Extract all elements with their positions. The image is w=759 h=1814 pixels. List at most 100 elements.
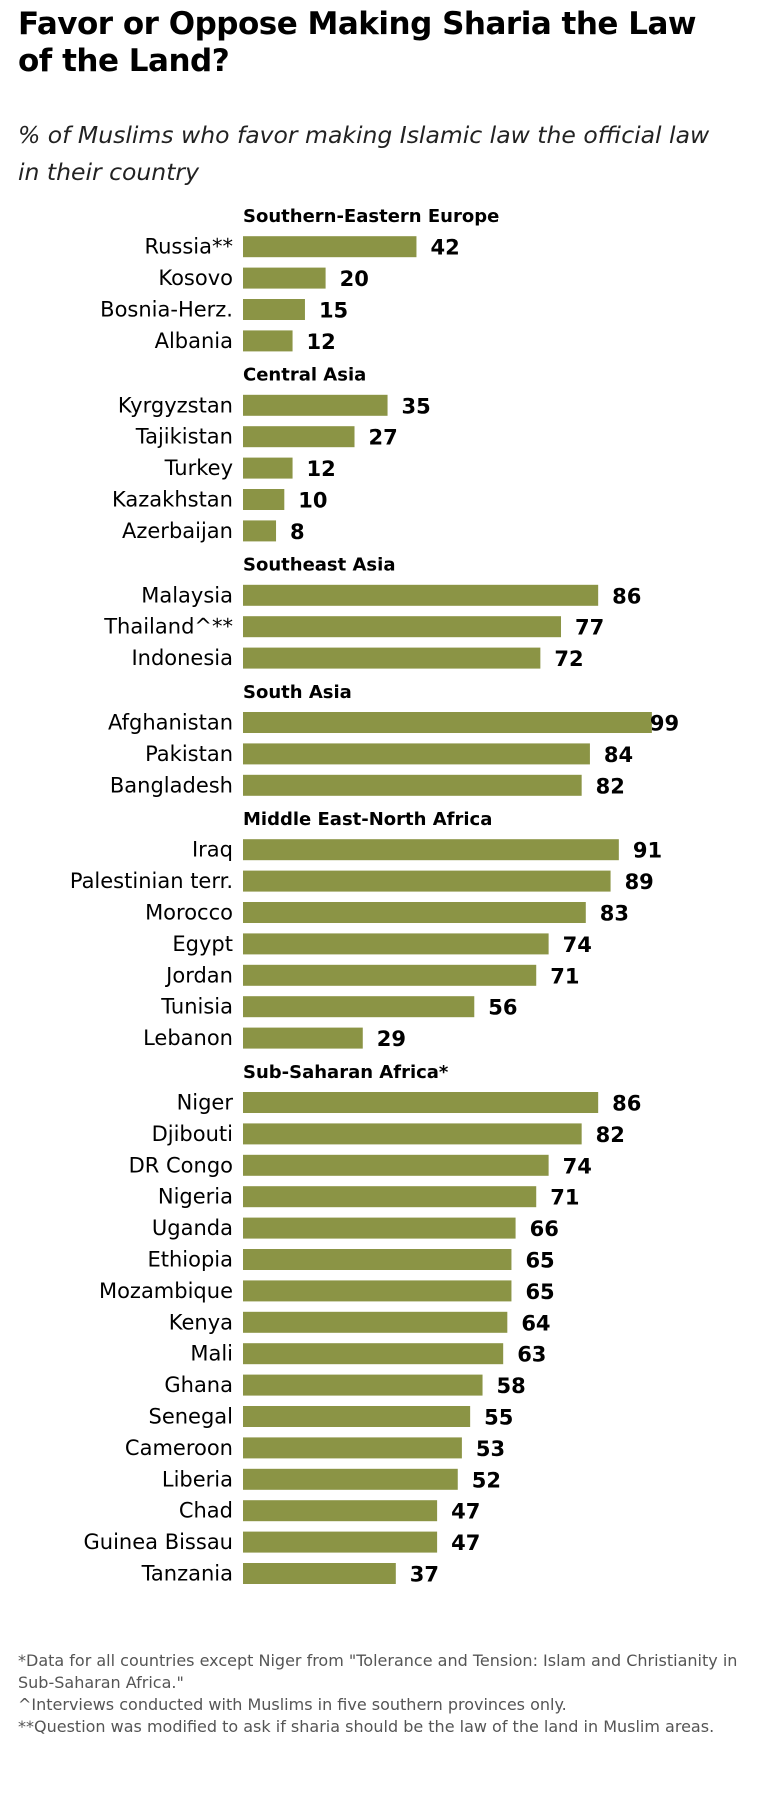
country-label: Palestinian terr. <box>70 869 233 893</box>
group-header: Central Asia <box>243 365 366 386</box>
bar <box>243 712 652 733</box>
data-label: 65 <box>525 1280 554 1304</box>
country-label: Lebanon <box>143 1026 233 1050</box>
bar <box>243 1092 599 1113</box>
data-label: 64 <box>521 1311 550 1335</box>
data-label: 74 <box>563 933 592 957</box>
bar <box>243 584 599 606</box>
country-label: Bosnia-Herz. <box>100 298 233 322</box>
data-label: 82 <box>596 774 625 798</box>
country-label: Azerbaijan <box>122 519 233 543</box>
country-label: Thailand^** <box>103 615 233 639</box>
group-header: Sub-Saharan Africa* <box>243 1062 449 1083</box>
data-label: 72 <box>554 647 583 671</box>
country-label: Mozambique <box>99 1279 233 1303</box>
bar <box>243 1406 471 1427</box>
bar <box>243 299 305 320</box>
data-label: 12 <box>307 330 336 354</box>
data-label: 86 <box>612 1092 641 1116</box>
country-label: Chad <box>179 1499 233 1523</box>
country-label: Tajikistan <box>135 425 233 449</box>
bar <box>243 1437 462 1459</box>
bar <box>243 1217 516 1239</box>
footnote-sub-saharan: *Data for all countries except Niger fro… <box>18 1651 738 1692</box>
bar <box>243 870 611 892</box>
bar <box>243 1186 537 1208</box>
country-label: Bangladesh <box>110 773 233 797</box>
country-label: Kosovo <box>158 266 233 290</box>
data-label: 83 <box>600 902 629 926</box>
bar <box>243 520 277 542</box>
country-label: DR Congo <box>129 1153 233 1177</box>
data-label: 56 <box>488 996 517 1020</box>
country-label: Nigeria <box>158 1185 233 1209</box>
country-label: Tunisia <box>160 995 233 1019</box>
bar <box>243 839 619 861</box>
data-label: 89 <box>625 870 654 894</box>
bar <box>243 1343 504 1365</box>
footnote-thailand: ^Interviews conducted with Muslims in fi… <box>18 1695 567 1714</box>
country-label: Ghana <box>164 1373 233 1397</box>
bar-chart: Southern-Eastern Europe Russia** 42 Kosovo 2… <box>70 206 679 1587</box>
footnotes: *Data for all countries except Niger fro… <box>18 1650 743 1738</box>
country-label: Turkey <box>164 456 233 480</box>
data-label: 15 <box>319 299 348 323</box>
data-label: 42 <box>430 236 459 260</box>
group-header: Middle East-North Africa <box>243 809 492 830</box>
data-label: 27 <box>369 426 398 450</box>
data-label: 10 <box>298 489 327 513</box>
bar <box>243 1154 549 1176</box>
group-header: Southern-Eastern Europe <box>243 206 499 227</box>
bar <box>243 1311 508 1333</box>
bar <box>243 1027 363 1049</box>
country-label: Kyrgyzstan <box>118 393 233 417</box>
data-label: 47 <box>451 1500 480 1524</box>
group-header: South Asia <box>243 682 352 703</box>
country-label: Egypt <box>172 932 233 956</box>
bar <box>243 743 590 765</box>
data-label: 99 <box>650 712 679 736</box>
data-label: 91 <box>633 839 662 863</box>
data-label: 58 <box>497 1374 526 1398</box>
country-label: Iraq <box>192 838 233 862</box>
country-label: Jordan <box>164 963 233 987</box>
data-label: 35 <box>402 394 431 418</box>
bar <box>243 1123 582 1145</box>
bar <box>243 457 293 479</box>
chart-title: Favor or Oppose Making Sharia the Law of… <box>18 6 697 79</box>
country-label: Russia** <box>144 235 233 259</box>
country-label: Pakistan <box>145 742 233 766</box>
bar <box>243 236 417 258</box>
bar <box>243 1280 512 1302</box>
data-label: 63 <box>517 1343 546 1367</box>
bar <box>243 394 388 416</box>
country-label: Tanzania <box>141 1562 233 1586</box>
bar <box>243 774 582 796</box>
data-label: 37 <box>410 1563 439 1587</box>
data-label: 8 <box>290 520 305 544</box>
bar <box>243 902 586 923</box>
group-header: Southeast Asia <box>243 555 395 576</box>
data-label: 71 <box>550 964 579 988</box>
bar <box>243 1563 396 1584</box>
data-label: 77 <box>575 616 604 640</box>
country-label: Uganda <box>152 1216 233 1240</box>
country-label: Kazakhstan <box>112 488 233 512</box>
bar <box>243 933 549 955</box>
country-label: Ethiopia <box>147 1248 233 1272</box>
data-label: 86 <box>612 584 641 608</box>
bar <box>243 1374 483 1396</box>
bar <box>243 426 355 448</box>
data-label: 66 <box>530 1217 559 1241</box>
data-label: 74 <box>563 1154 592 1178</box>
data-label: 12 <box>307 457 336 481</box>
country-label: Albania <box>155 329 233 353</box>
bar <box>243 647 541 669</box>
country-label: Kenya <box>169 1310 233 1334</box>
country-label: Niger <box>177 1091 234 1115</box>
country-label: Morocco <box>145 901 233 925</box>
country-label: Djibouti <box>152 1122 233 1146</box>
data-label: 84 <box>604 743 633 767</box>
country-label: Senegal <box>148 1405 233 1429</box>
country-label: Mali <box>190 1342 233 1366</box>
